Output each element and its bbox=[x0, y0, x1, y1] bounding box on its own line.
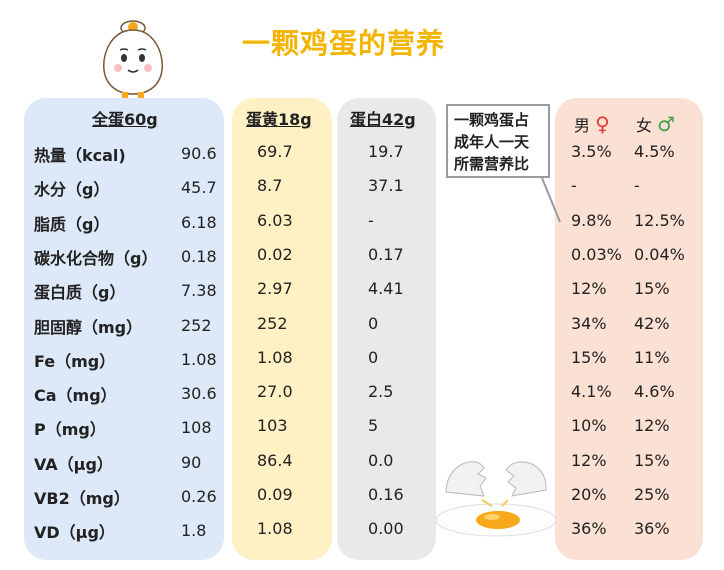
page-title: 一颗鸡蛋的营养 bbox=[242, 27, 446, 60]
row-label: 热量（kcal) bbox=[34, 146, 126, 165]
whole-value: 6.18 bbox=[181, 212, 217, 232]
row-label: 水分（g） bbox=[34, 180, 110, 200]
note-pointer bbox=[541, 177, 561, 223]
row-label: P（mg） bbox=[34, 420, 106, 440]
whole-value: 30.6 bbox=[181, 384, 217, 404]
white-value: 0 bbox=[368, 347, 379, 367]
male-header: 男 ♀ bbox=[574, 112, 610, 136]
whole-value: 0.26 bbox=[181, 487, 217, 506]
yolk-value: 252 bbox=[257, 313, 288, 333]
male-percent: 10% bbox=[571, 416, 607, 436]
whole-value: 45.7 bbox=[181, 178, 217, 198]
female-percent: - bbox=[634, 176, 640, 196]
note-line: 所需营养比 bbox=[454, 155, 530, 173]
row-label: Ca（mg） bbox=[34, 386, 117, 406]
male-percent: 15% bbox=[571, 347, 607, 367]
row-label: 蛋白质（g） bbox=[34, 283, 126, 303]
header-white: 蛋白42g bbox=[350, 110, 416, 129]
white-value: 5 bbox=[368, 416, 379, 436]
header-whole-egg: 全蛋60g bbox=[92, 110, 158, 129]
yolk-value: 2.97 bbox=[257, 279, 293, 299]
whole-value: 0.18 bbox=[181, 246, 217, 266]
whole-value: 7.38 bbox=[181, 281, 217, 301]
female-percent: 42% bbox=[634, 313, 670, 333]
male-percent: 20% bbox=[571, 485, 607, 504]
white-panel bbox=[337, 98, 436, 560]
male-percent: 34% bbox=[571, 313, 607, 333]
header-yolk: 蛋黄18g bbox=[246, 110, 312, 129]
female-percent: 11% bbox=[634, 347, 670, 367]
female-percent: 36% bbox=[634, 519, 670, 539]
yolk-value: 1.08 bbox=[257, 347, 293, 367]
female-percent: 4.6% bbox=[634, 382, 675, 402]
yolk-value: 103 bbox=[257, 416, 288, 436]
white-value: 4.41 bbox=[368, 279, 404, 299]
female-percent: 25% bbox=[634, 485, 670, 504]
note-line: 成年人一天 bbox=[454, 133, 530, 151]
yolk-value: 86.4 bbox=[257, 450, 293, 470]
row-label: 碳水化合物（g） bbox=[34, 248, 158, 268]
white-value: 0.00 bbox=[368, 519, 404, 539]
male-symbol-icon: ♀ bbox=[595, 112, 610, 136]
row-label: 脂质（g） bbox=[34, 214, 110, 234]
whole-value: 90.6 bbox=[181, 144, 217, 163]
white-value: 0 bbox=[368, 313, 379, 333]
male-percent: - bbox=[571, 176, 577, 196]
female-percent: 4.5% bbox=[634, 142, 675, 161]
yolk-value: 6.03 bbox=[257, 210, 293, 230]
white-value: 0.0 bbox=[368, 450, 394, 470]
yolk-value: 0.09 bbox=[257, 485, 293, 504]
row-label: 胆固醇（mg） bbox=[34, 317, 143, 337]
male-percent: 0.03% bbox=[571, 244, 622, 264]
yolk-value: 1.08 bbox=[257, 519, 293, 539]
yolk-value: 0.02 bbox=[257, 244, 293, 264]
cracked-egg-icon bbox=[435, 461, 557, 537]
male-label: 男 bbox=[574, 116, 591, 135]
whole-egg-panel bbox=[24, 98, 224, 560]
percentage-panel bbox=[555, 98, 703, 560]
note-line: 一颗鸡蛋占 bbox=[454, 111, 530, 129]
yolk-value: 8.7 bbox=[257, 176, 283, 196]
whole-value: 108 bbox=[181, 418, 212, 438]
white-value: - bbox=[368, 210, 374, 230]
yolk-value: 27.0 bbox=[257, 382, 293, 402]
male-percent: 12% bbox=[571, 279, 607, 299]
white-value: 37.1 bbox=[368, 176, 404, 196]
female-percent: 15% bbox=[634, 279, 670, 299]
male-percent: 12% bbox=[571, 450, 607, 470]
female-symbol-icon: ♂ bbox=[657, 112, 676, 136]
whole-value: 90 bbox=[181, 452, 202, 472]
yolk-value: 69.7 bbox=[257, 142, 293, 161]
yolk-panel bbox=[232, 98, 332, 560]
female-header: 女 ♂ bbox=[636, 112, 675, 136]
egg-mascot-icon bbox=[103, 20, 163, 98]
female-percent: 0.04% bbox=[634, 244, 685, 264]
whole-value: 252 bbox=[181, 315, 212, 335]
whole-value: 1.8 bbox=[181, 521, 207, 541]
white-value: 0.17 bbox=[368, 244, 404, 264]
whole-value: 1.08 bbox=[181, 349, 217, 369]
white-value: 2.5 bbox=[368, 382, 394, 402]
row-label: Fe（mg） bbox=[34, 351, 116, 371]
row-label: VA（μg） bbox=[34, 454, 113, 474]
white-value: 19.7 bbox=[368, 142, 404, 161]
male-percent: 9.8% bbox=[571, 210, 612, 230]
male-percent: 4.1% bbox=[571, 382, 612, 402]
row-label: VB2（mg） bbox=[34, 489, 130, 508]
male-percent: 3.5% bbox=[571, 142, 612, 161]
female-label: 女 bbox=[636, 116, 653, 135]
daily-need-note: 一颗鸡蛋占 成年人一天 所需营养比 bbox=[446, 104, 550, 178]
row-label: VD（μg） bbox=[34, 523, 115, 543]
female-percent: 15% bbox=[634, 450, 670, 470]
female-percent: 12.5% bbox=[634, 210, 685, 230]
female-percent: 12% bbox=[634, 416, 670, 436]
male-percent: 36% bbox=[571, 519, 607, 539]
white-value: 0.16 bbox=[368, 485, 404, 504]
